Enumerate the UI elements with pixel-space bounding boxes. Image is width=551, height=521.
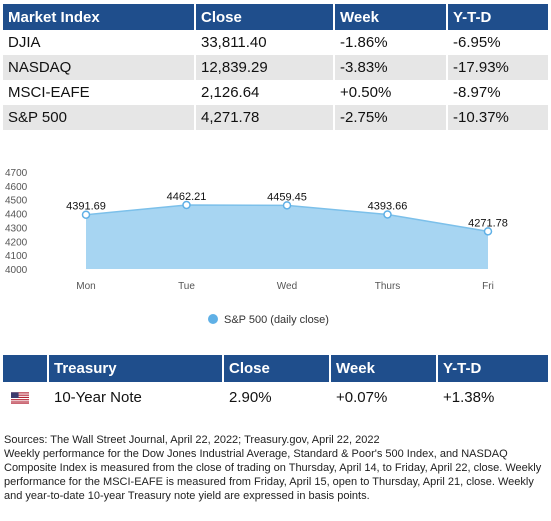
y-tick-label: 4300 [5, 223, 28, 234]
index-close: 2,126.64 [194, 80, 334, 105]
x-tick-label: Mon [76, 281, 95, 292]
sources-line: Sources: The Wall Street Journal, April … [4, 434, 380, 446]
data-labels: 4391.69 4462.21 4459.45 4393.66 4271.78 [66, 191, 508, 229]
index-ytd: -8.97% [446, 80, 548, 105]
legend-label: S&P 500 (daily close) [224, 314, 329, 326]
market-table-header: Market Index Close Week Y-T-D [3, 4, 548, 30]
treasury-table: Treasury Close Week Y-T-D [3, 355, 548, 412]
sp500-area-fill [86, 204, 488, 269]
x-axis-ticks: Mon Tue Wed Thurs Fri [76, 281, 494, 292]
table-row: MSCI-EAFE 2,126.64 +0.50% -8.97% [3, 80, 548, 105]
header-treasury: Treasury [47, 355, 223, 382]
index-close: 12,839.29 [194, 55, 334, 80]
header-ytd: Y-T-D [446, 4, 548, 30]
legend-marker [208, 314, 218, 324]
index-ytd: -6.95% [446, 30, 548, 55]
index-close: 33,811.40 [194, 30, 334, 55]
y-tick-label: 4200 [5, 237, 28, 248]
data-label: 4393.66 [368, 200, 408, 212]
treasury-table-header: Treasury Close Week Y-T-D [3, 355, 548, 382]
header-week: Week [329, 355, 437, 382]
market-index-table: Market Index Close Week Y-T-D DJIA 33,81… [3, 4, 548, 130]
index-week: -1.86% [333, 30, 447, 55]
header-close: Close [222, 355, 330, 382]
x-tick-label: Tue [178, 281, 195, 292]
data-point [282, 201, 292, 210]
footnote-text: Weekly performance for the Dow Jones Ind… [4, 448, 542, 502]
header-close: Close [194, 4, 334, 30]
table-row: DJIA 33,811.40 -1.86% -6.95% [3, 30, 548, 55]
header-week: Week [333, 4, 447, 30]
index-week: -3.83% [333, 55, 447, 80]
index-ytd: -10.37% [446, 105, 548, 130]
sp500-area-chart: 4000 4100 4200 4300 4400 4500 4600 4700 4391.69… [5, 168, 508, 326]
data-point [182, 200, 191, 210]
data-label: 4271.78 [468, 217, 508, 229]
treasury-week: +0.07% [329, 382, 437, 412]
data-label: 4391.69 [66, 201, 106, 213]
y-tick-label: 4400 [5, 210, 28, 221]
data-label: 4462.21 [167, 191, 207, 203]
data-points [81, 200, 493, 236]
table-row: 10-Year Note 2.90% +0.07% +1.38% [3, 382, 548, 412]
x-tick-label: Thurs [375, 281, 401, 292]
index-name: NASDAQ [3, 55, 195, 80]
header-ytd: Y-T-D [436, 355, 548, 382]
data-point [483, 227, 493, 236]
data-point [383, 210, 392, 219]
y-tick-label: 4000 [5, 265, 28, 276]
y-tick-label: 4100 [5, 251, 28, 262]
index-week: -2.75% [333, 105, 447, 130]
header-market-index: Market Index [3, 4, 195, 30]
source-notes: Sources: The Wall Street Journal, April … [4, 433, 548, 503]
flag-cell [3, 382, 48, 412]
table-row: S&P 500 4,271.78 -2.75% -10.37% [3, 105, 548, 130]
treasury-name: 10-Year Note [47, 382, 223, 412]
treasury-close: 2.90% [222, 382, 330, 412]
index-name: S&P 500 [3, 105, 195, 130]
data-label: 4459.45 [267, 191, 307, 203]
header-flag-spacer [3, 355, 48, 382]
us-flag-icon [11, 391, 29, 404]
x-tick-label: Wed [277, 281, 297, 292]
index-ytd: -17.93% [446, 55, 548, 80]
index-close: 4,271.78 [194, 105, 334, 130]
index-name: MSCI-EAFE [8, 84, 90, 101]
index-name: DJIA [8, 34, 41, 51]
y-tick-label: 4700 [5, 168, 28, 179]
x-tick-label: Fri [482, 281, 494, 292]
data-point [81, 210, 91, 219]
chart-legend: S&P 500 (daily close) [208, 314, 329, 326]
y-tick-label: 4600 [5, 182, 28, 193]
index-week: +0.50% [333, 80, 447, 105]
y-axis-ticks: 4000 4100 4200 4300 4400 4500 4600 4700 [5, 168, 28, 276]
y-tick-label: 4500 [5, 196, 28, 207]
table-row: NASDAQ 12,839.29 -3.83% -17.93% [3, 55, 548, 80]
treasury-ytd: +1.38% [436, 382, 548, 412]
